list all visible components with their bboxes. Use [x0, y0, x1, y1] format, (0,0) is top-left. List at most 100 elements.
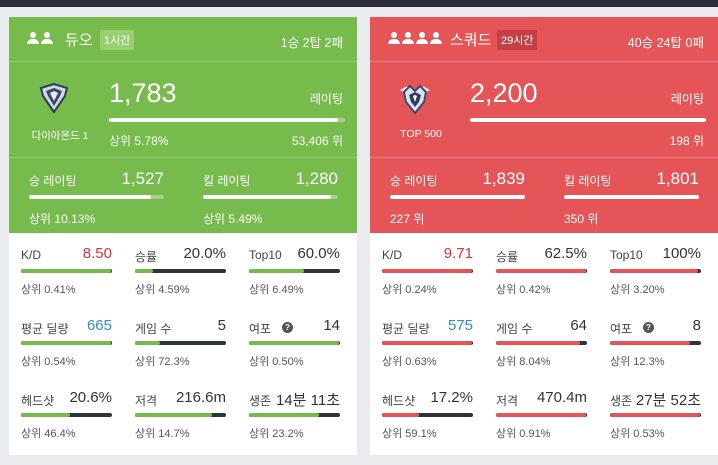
stat-rank: 상위 14.7%	[135, 428, 190, 440]
stat-progress-bar	[249, 341, 340, 345]
stat-label: K/D	[382, 248, 403, 262]
stat-rank: 상위 72.3%	[135, 356, 190, 368]
win-rating-rank: 227 위	[390, 212, 425, 226]
stat-progress-bar	[496, 269, 587, 273]
stat-rank: 상위 59.1%	[382, 428, 437, 440]
rating-position: 53,406 위	[291, 134, 343, 148]
stat-value: 14분 11초	[275, 392, 340, 409]
kill-rating-bar	[564, 195, 699, 199]
stat-rank: 상위 46.4%	[21, 428, 76, 440]
rating-position: 198 위	[669, 134, 704, 148]
match-record: 40승 24탑 0패	[627, 36, 704, 50]
stat-survival: 생존 14분 11초 상위 23.2%	[249, 377, 340, 449]
stat-label: Top10	[610, 248, 643, 262]
sub-rating-section: 승 레이팅 1,527 상위 10.13% 킬 레이팅 1,280 상위 5.4…	[9, 157, 357, 233]
stat-kd: K/D 9.71 상위 0.24%	[382, 233, 473, 305]
stat-label: 게임 수	[135, 322, 172, 336]
stat-label: 여포	[610, 322, 633, 336]
stat-label: 생존	[249, 394, 272, 408]
stat-progress-bar	[382, 341, 473, 345]
stat-avg-damage: 평균 딜량 575 상위 0.63%	[382, 305, 473, 377]
squad-card: 스쿼드 29시간 40승 24탑 0패 TOP 500 2,200 레이팅 19…	[370, 17, 718, 455]
kill-rating-value: 1,801	[656, 169, 699, 188]
kill-rating-label: 킬 레이팅	[564, 174, 612, 188]
stat-games: 게임 수 5 상위 72.3%	[135, 305, 226, 377]
win-rating-bar	[390, 195, 525, 199]
stat-longest-kill: 저격 216.6m 상위 14.7%	[135, 377, 226, 449]
help-icon[interactable]: ?	[282, 322, 293, 333]
rating-label: 레이팅	[309, 92, 343, 106]
top-nav-bar	[0, 0, 718, 7]
mode-title: 듀오	[65, 32, 93, 49]
stat-value: 9.71	[443, 245, 473, 262]
rating-label: 레이팅	[670, 92, 704, 106]
four-people-icon	[388, 32, 442, 46]
stat-rank: 상위 0.53%	[610, 428, 665, 440]
stat-label: 생존	[610, 394, 633, 408]
rating-section: 다이아몬드 1 1,783 레이팅 상위 5.78% 53,406 위	[9, 61, 357, 157]
win-rating-rank: 상위 10.13%	[29, 212, 96, 226]
stat-progress-bar	[21, 341, 112, 345]
stat-rank: 상위 0.54%	[21, 356, 76, 368]
stat-value: 64	[570, 317, 587, 334]
rank-tier-name: TOP 500	[400, 128, 442, 140]
win-rating-bar	[29, 195, 164, 199]
kill-rating-value: 1,280	[295, 169, 338, 188]
stat-value: 470.4m	[536, 389, 587, 406]
stat-progress-bar	[135, 341, 226, 345]
stat-label: Top10	[249, 248, 282, 262]
stat-label: 승률	[135, 250, 158, 264]
stat-value: 14	[323, 317, 340, 334]
stat-label: 저격	[496, 394, 519, 408]
stat-progress-bar	[496, 341, 587, 345]
stat-label: K/D	[21, 248, 42, 262]
stat-most-kills: 여포? 14 상위 0.50%	[249, 305, 340, 377]
stat-label: 헤드샷	[21, 394, 55, 408]
playtime-badge: 1시간	[100, 30, 135, 50]
stat-progress-bar	[610, 341, 701, 345]
kill-rating-label: 킬 레이팅	[203, 174, 251, 188]
stat-progress-bar	[382, 413, 473, 417]
win-rating-value: 1,839	[482, 169, 525, 188]
help-icon[interactable]: ?	[643, 322, 654, 333]
stat-rank: 상위 0.24%	[382, 284, 437, 296]
rating-section: TOP 500 2,200 레이팅 198 위	[370, 61, 718, 157]
duo-card-header: 듀오 1시간 1승 2탑 2패	[9, 17, 357, 61]
stat-progress-bar	[135, 269, 226, 273]
stat-value: 665	[86, 317, 112, 334]
stat-progress-bar	[21, 413, 112, 417]
stat-value: 20.6%	[69, 389, 112, 406]
stats-grid: K/D 9.71 상위 0.24% 승률 62.5% 상위 0.42% Top10 100% 상…	[370, 233, 718, 455]
stat-label: 여포	[249, 322, 272, 336]
stat-win-rate: 승률 62.5% 상위 0.42%	[496, 233, 587, 305]
stat-kd: K/D 8.50 상위 0.41%	[21, 233, 112, 305]
rating-value: 2,200	[470, 78, 538, 108]
kill-rating-block: 킬 레이팅 1,801 350 위	[564, 158, 699, 234]
stat-progress-bar	[610, 413, 701, 417]
stat-rank: 상위 0.63%	[382, 356, 437, 368]
stat-top10: Top10 100% 상위 3.20%	[610, 233, 701, 305]
stat-rank: 상위 8.04%	[496, 356, 551, 368]
stat-progress-bar	[610, 269, 701, 273]
duo-card: 듀오 1시간 1승 2탑 2패 다이아몬드 1 1,783 레이팅 상위 5.7…	[9, 17, 357, 455]
rating-top-percent: 상위 5.78%	[109, 134, 169, 148]
stat-rank: 상위 4.59%	[135, 284, 190, 296]
stat-rank: 상위 0.91%	[496, 428, 551, 440]
stat-top10: Top10 60.0% 상위 6.49%	[249, 233, 340, 305]
stat-value: 62.5%	[544, 245, 587, 262]
squad-card-header: 스쿼드 29시간 40승 24탑 0패	[370, 17, 718, 61]
stat-progress-bar	[382, 269, 473, 273]
kill-rating-block: 킬 레이팅 1,280 상위 5.49%	[203, 158, 338, 234]
stat-progress-bar	[21, 269, 112, 273]
stat-headshot: 헤드샷 20.6% 상위 46.4%	[21, 377, 112, 449]
stat-survival: 생존 27분 52초 상위 0.53%	[610, 377, 701, 449]
stat-label: 게임 수	[496, 322, 533, 336]
win-rating-block: 승 레이팅 1,527 상위 10.13%	[29, 158, 164, 234]
stat-value: 216.6m	[175, 389, 226, 406]
rating-progress-bar	[109, 118, 345, 122]
stat-progress-bar	[135, 413, 226, 417]
stat-win-rate: 승률 20.0% 상위 4.59%	[135, 233, 226, 305]
stat-progress-bar	[249, 269, 340, 273]
kill-rating-rank: 350 위	[564, 212, 599, 226]
mode-title: 스쿼드	[450, 32, 492, 49]
